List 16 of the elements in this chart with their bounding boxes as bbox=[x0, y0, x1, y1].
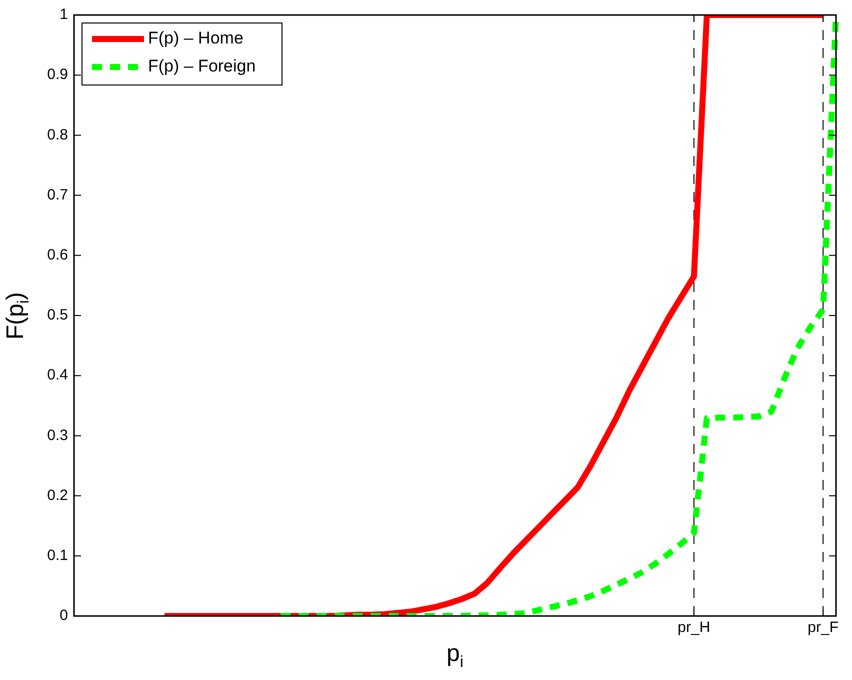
y-tick-label: 0 bbox=[60, 607, 68, 624]
y-tick-label: 0.9 bbox=[47, 66, 68, 84]
y-tick-label: 0.4 bbox=[47, 366, 68, 384]
y-tick-label: 0.8 bbox=[47, 126, 68, 144]
x-tick-label: pr_F bbox=[808, 619, 839, 636]
legend-label: F(p) – Foreign bbox=[148, 56, 256, 76]
y-tick-label: 0.1 bbox=[47, 547, 68, 564]
y-tick-label: 0.5 bbox=[47, 306, 68, 324]
legend-label: F(p) – Home bbox=[148, 28, 244, 48]
x-tick-label: pr_H bbox=[678, 619, 710, 636]
y-tick-label: 0.2 bbox=[47, 486, 68, 504]
y-tick-label: 0.7 bbox=[47, 186, 68, 204]
y-tick-label: 1 bbox=[60, 6, 68, 24]
y-tick-label: 0.6 bbox=[47, 246, 68, 264]
y-tick-label: 0.3 bbox=[47, 426, 68, 444]
x-axis-title: p$_{i}$ bbox=[446, 640, 464, 672]
